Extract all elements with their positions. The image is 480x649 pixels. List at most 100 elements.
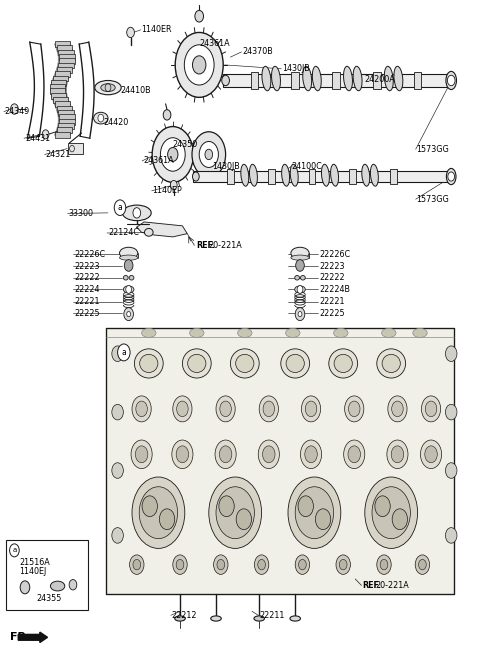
- Ellipse shape: [129, 276, 134, 280]
- Ellipse shape: [101, 84, 115, 92]
- Circle shape: [133, 559, 141, 570]
- Circle shape: [216, 396, 235, 422]
- Circle shape: [216, 487, 254, 539]
- Ellipse shape: [250, 164, 257, 186]
- Ellipse shape: [123, 286, 134, 293]
- Bar: [332, 72, 340, 89]
- Bar: [57, 67, 72, 73]
- Circle shape: [217, 559, 225, 570]
- Text: 1573GG: 1573GG: [417, 145, 449, 154]
- Bar: [55, 71, 70, 77]
- Bar: [57, 106, 72, 112]
- Circle shape: [425, 446, 437, 463]
- Circle shape: [112, 404, 123, 420]
- Circle shape: [415, 555, 430, 574]
- Circle shape: [139, 487, 178, 539]
- Text: 1140ER: 1140ER: [142, 25, 172, 34]
- Ellipse shape: [190, 328, 204, 337]
- Circle shape: [345, 396, 364, 422]
- Circle shape: [219, 496, 234, 517]
- Circle shape: [305, 446, 317, 463]
- Text: 22124C: 22124C: [108, 228, 139, 238]
- Circle shape: [42, 130, 49, 139]
- Circle shape: [263, 401, 275, 417]
- Circle shape: [132, 477, 185, 548]
- Circle shape: [298, 496, 313, 517]
- Bar: [251, 72, 258, 89]
- Bar: [414, 72, 421, 89]
- Circle shape: [288, 477, 341, 548]
- Circle shape: [420, 440, 442, 469]
- Bar: [6, 540, 88, 610]
- Bar: [59, 110, 74, 116]
- Ellipse shape: [291, 247, 309, 259]
- Ellipse shape: [344, 66, 352, 91]
- Ellipse shape: [282, 164, 289, 186]
- Circle shape: [296, 260, 304, 271]
- Text: 22223: 22223: [319, 262, 345, 271]
- Circle shape: [215, 440, 236, 469]
- Bar: [60, 114, 75, 120]
- Ellipse shape: [331, 164, 338, 186]
- Text: FR.: FR.: [10, 632, 30, 643]
- Circle shape: [445, 528, 457, 543]
- Text: 22211: 22211: [259, 611, 285, 620]
- Circle shape: [339, 559, 347, 570]
- Text: a: a: [118, 203, 122, 212]
- Bar: [55, 132, 70, 138]
- Bar: [373, 72, 381, 89]
- Circle shape: [425, 401, 437, 417]
- Ellipse shape: [322, 164, 329, 186]
- Circle shape: [112, 463, 123, 478]
- Text: 22226C: 22226C: [74, 250, 106, 259]
- Circle shape: [124, 260, 133, 271]
- Circle shape: [258, 440, 279, 469]
- Bar: [59, 123, 74, 129]
- Ellipse shape: [281, 349, 310, 378]
- Ellipse shape: [120, 255, 138, 260]
- Circle shape: [222, 75, 229, 86]
- Text: 22222: 22222: [74, 273, 100, 282]
- Text: 1140EJ: 1140EJ: [19, 567, 47, 576]
- Circle shape: [263, 446, 275, 463]
- Bar: [59, 49, 74, 55]
- Ellipse shape: [175, 616, 185, 621]
- Ellipse shape: [95, 80, 121, 95]
- Circle shape: [392, 509, 408, 530]
- Ellipse shape: [211, 616, 221, 621]
- Circle shape: [112, 528, 123, 543]
- Circle shape: [336, 555, 350, 574]
- Text: 22225: 22225: [74, 309, 100, 318]
- Ellipse shape: [384, 66, 393, 91]
- Ellipse shape: [230, 349, 259, 378]
- Text: 24350: 24350: [173, 140, 198, 149]
- Text: 20-221A: 20-221A: [209, 241, 242, 250]
- Circle shape: [205, 149, 213, 160]
- Ellipse shape: [300, 276, 305, 280]
- Ellipse shape: [394, 66, 403, 91]
- Circle shape: [301, 396, 321, 422]
- Ellipse shape: [334, 354, 352, 373]
- Text: 24100C: 24100C: [292, 162, 323, 171]
- Circle shape: [236, 509, 252, 530]
- Circle shape: [387, 440, 408, 469]
- Text: 1573GG: 1573GG: [417, 195, 449, 204]
- Bar: [193, 171, 451, 182]
- Bar: [55, 41, 70, 47]
- Ellipse shape: [382, 328, 396, 337]
- Ellipse shape: [238, 328, 252, 337]
- Bar: [390, 169, 397, 184]
- Circle shape: [391, 446, 404, 463]
- Circle shape: [135, 446, 148, 463]
- Bar: [57, 45, 72, 51]
- Text: 22223: 22223: [74, 262, 100, 271]
- Circle shape: [136, 401, 147, 417]
- Circle shape: [184, 45, 214, 85]
- Circle shape: [258, 559, 265, 570]
- Circle shape: [173, 396, 192, 422]
- Bar: [53, 75, 68, 81]
- Circle shape: [69, 580, 77, 590]
- Text: 24370B: 24370B: [242, 47, 273, 56]
- Bar: [291, 72, 299, 89]
- Text: REF.: REF.: [362, 581, 381, 590]
